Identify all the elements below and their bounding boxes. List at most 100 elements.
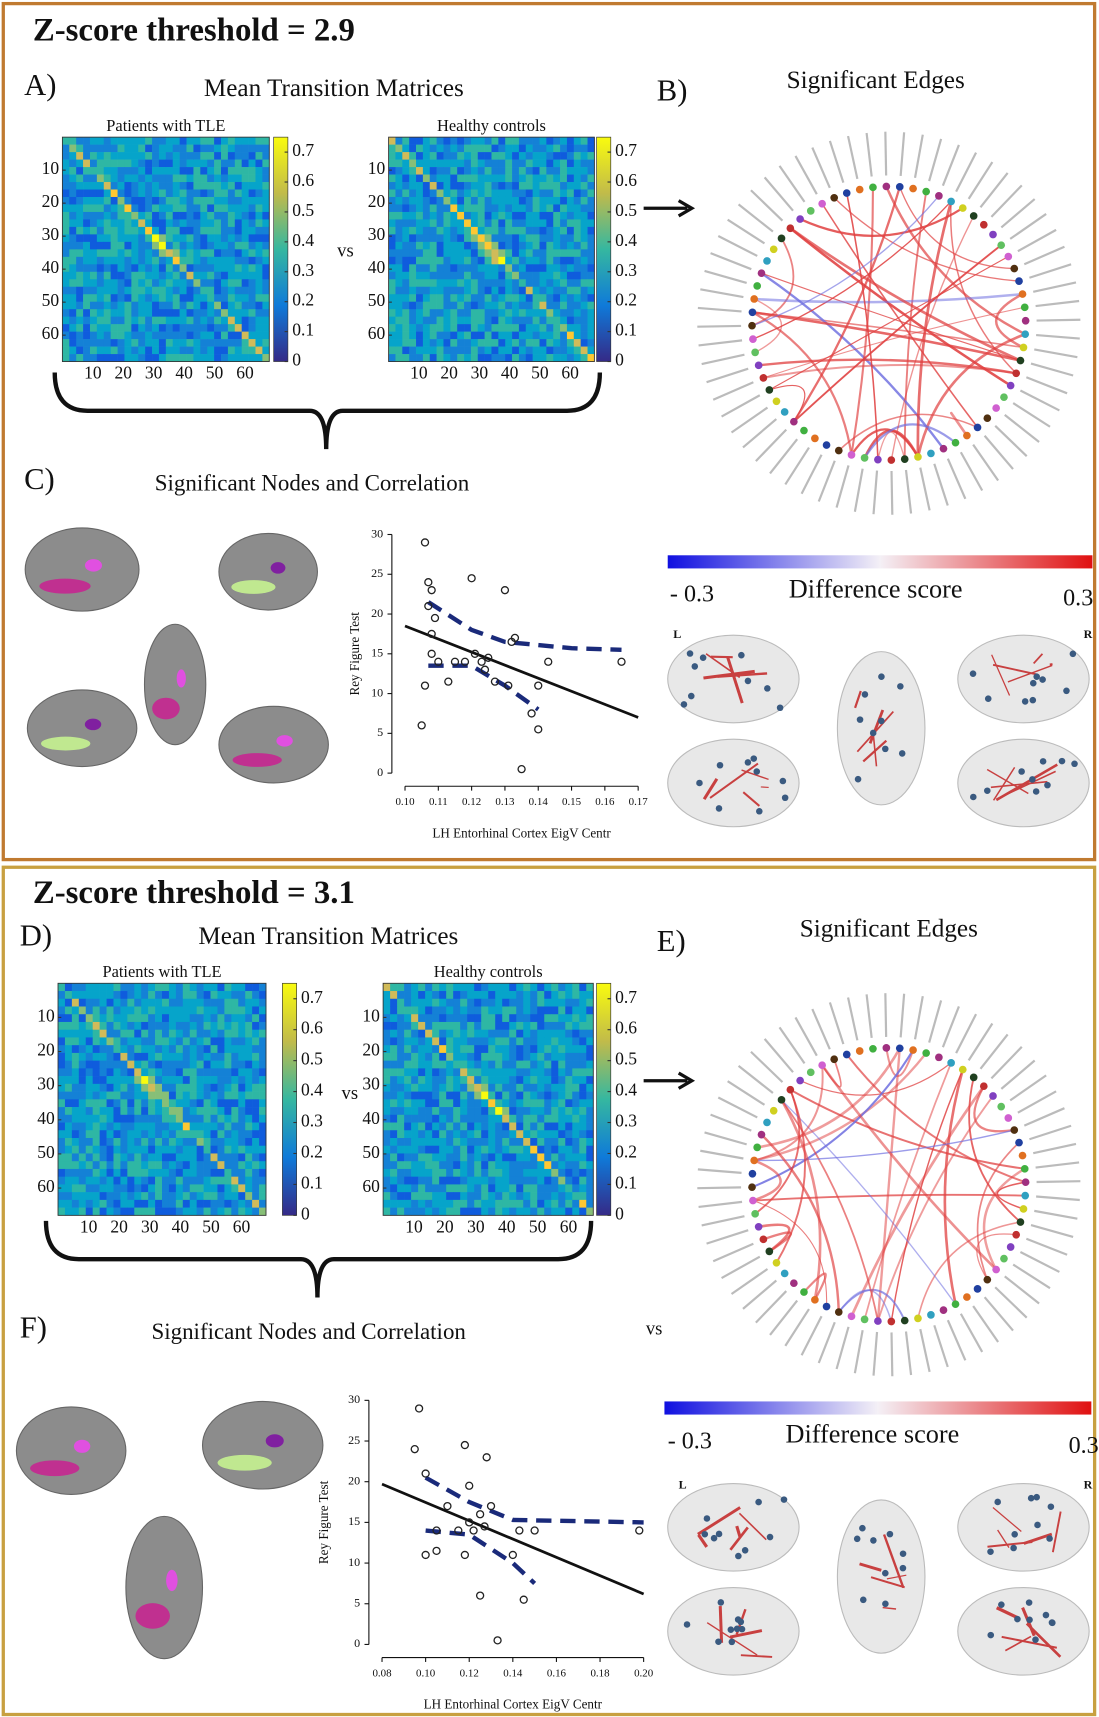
y-tick-label: 20 bbox=[348, 1473, 360, 1487]
matrix-cell bbox=[86, 1192, 93, 1200]
matrix-cell bbox=[207, 272, 214, 280]
node-label-stub bbox=[722, 395, 760, 416]
node bbox=[1021, 1192, 1029, 1200]
matrix-cell bbox=[238, 1099, 245, 1107]
matrix-cell bbox=[197, 1146, 204, 1154]
brain-node bbox=[998, 1601, 1005, 1608]
matrix-cell bbox=[235, 175, 242, 183]
brain-node bbox=[753, 768, 760, 775]
matrix-cell bbox=[97, 354, 104, 362]
matrix-cell bbox=[113, 1146, 120, 1154]
matrix-cell bbox=[107, 1107, 114, 1115]
matrix-cell bbox=[207, 287, 214, 295]
matrix-cell bbox=[113, 1169, 120, 1177]
matrix-cell bbox=[58, 1153, 65, 1161]
matrix-cell bbox=[551, 1161, 558, 1169]
matrix-cell bbox=[411, 1107, 418, 1115]
matrix-cell bbox=[169, 1161, 176, 1169]
matrix-cell bbox=[235, 324, 242, 332]
matrix-cell bbox=[416, 182, 423, 190]
node bbox=[974, 1285, 982, 1293]
matrix-cell bbox=[187, 167, 194, 175]
matrix-cell bbox=[558, 1208, 565, 1216]
matrix-cell bbox=[425, 1138, 432, 1146]
matrix-cell bbox=[148, 1045, 155, 1053]
matrix-cell bbox=[262, 219, 269, 227]
matrix-row-tick: 10 bbox=[368, 158, 386, 178]
matrix-cell bbox=[439, 991, 446, 999]
matrix-cell bbox=[72, 999, 79, 1007]
matrix-cell bbox=[190, 1146, 197, 1154]
matrix-cell bbox=[214, 227, 221, 235]
matrix-cell bbox=[439, 1130, 446, 1138]
matrix-cell bbox=[97, 272, 104, 280]
matrix-cell bbox=[505, 182, 512, 190]
matrix-cell bbox=[588, 227, 595, 235]
matrix-cell bbox=[586, 1208, 593, 1216]
matrix-cell bbox=[443, 219, 450, 227]
node bbox=[869, 1045, 877, 1053]
matrix-cell bbox=[416, 137, 423, 145]
matrix-cell bbox=[159, 234, 166, 242]
matrix-cell bbox=[509, 999, 516, 1007]
matrix-cell bbox=[159, 219, 166, 227]
matrix-cell bbox=[439, 1006, 446, 1014]
matrix-cell bbox=[523, 1184, 530, 1192]
matrix-col-tick: 50 bbox=[202, 1216, 220, 1236]
matrix-cell bbox=[544, 1068, 551, 1076]
matrix-cell bbox=[62, 339, 69, 347]
matrix-cell bbox=[221, 204, 228, 212]
matrix-cell bbox=[166, 294, 173, 302]
matrix-cell bbox=[509, 1030, 516, 1038]
matrix-cell bbox=[86, 1006, 93, 1014]
region bbox=[41, 737, 90, 751]
edge bbox=[794, 245, 1001, 422]
matrix-cell bbox=[519, 182, 526, 190]
matrix-cell bbox=[131, 219, 138, 227]
matrix-cell bbox=[262, 332, 269, 340]
matrix-cell bbox=[523, 1037, 530, 1045]
matrix-cell bbox=[190, 983, 197, 991]
matrix-cell bbox=[86, 1200, 93, 1208]
matrix-cell bbox=[572, 1092, 579, 1100]
matrix-cell bbox=[437, 287, 444, 295]
matrix-cell bbox=[104, 302, 111, 310]
matrix-cell bbox=[530, 1115, 537, 1123]
matrix-cell bbox=[228, 167, 235, 175]
x-tick-label: 0.16 bbox=[595, 796, 615, 808]
matrix-cell bbox=[453, 1161, 460, 1169]
matrix-cell bbox=[457, 234, 464, 242]
matrix-cell bbox=[530, 1006, 537, 1014]
matrix-cell bbox=[62, 317, 69, 325]
matrix-cell bbox=[491, 219, 498, 227]
matrix-cell bbox=[134, 1099, 141, 1107]
matrix-cell bbox=[432, 991, 439, 999]
matrix-cell bbox=[502, 1208, 509, 1216]
matrix-cell bbox=[111, 272, 118, 280]
matrix-cell bbox=[505, 175, 512, 183]
matrix-cell bbox=[187, 272, 194, 280]
matrix-cell bbox=[176, 999, 183, 1007]
colorbar-tick-label: 0.4 bbox=[615, 230, 637, 250]
point bbox=[468, 575, 475, 582]
matrix-col-tick: 10 bbox=[410, 363, 428, 383]
matrix-cell bbox=[446, 1138, 453, 1146]
matrix-col-tick: 40 bbox=[498, 1216, 516, 1236]
matrix-cell bbox=[141, 1045, 148, 1053]
matrix-cell bbox=[76, 339, 83, 347]
matrix-cell bbox=[505, 294, 512, 302]
matrix-cell bbox=[255, 175, 262, 183]
matrix-cell bbox=[97, 234, 104, 242]
matrix-cell bbox=[162, 1146, 169, 1154]
matrix-cell bbox=[138, 257, 145, 265]
matrix-cell bbox=[200, 317, 207, 325]
matrix-cell bbox=[76, 160, 83, 168]
matrix-cell bbox=[134, 1030, 141, 1038]
matrix-cell bbox=[141, 1153, 148, 1161]
matrix-cell bbox=[567, 167, 574, 175]
matrix-cell bbox=[245, 991, 252, 999]
matrix-cell bbox=[141, 1084, 148, 1092]
matrix-cell bbox=[138, 339, 145, 347]
node-label-stub bbox=[722, 1257, 760, 1278]
matrix-cell bbox=[498, 242, 505, 250]
